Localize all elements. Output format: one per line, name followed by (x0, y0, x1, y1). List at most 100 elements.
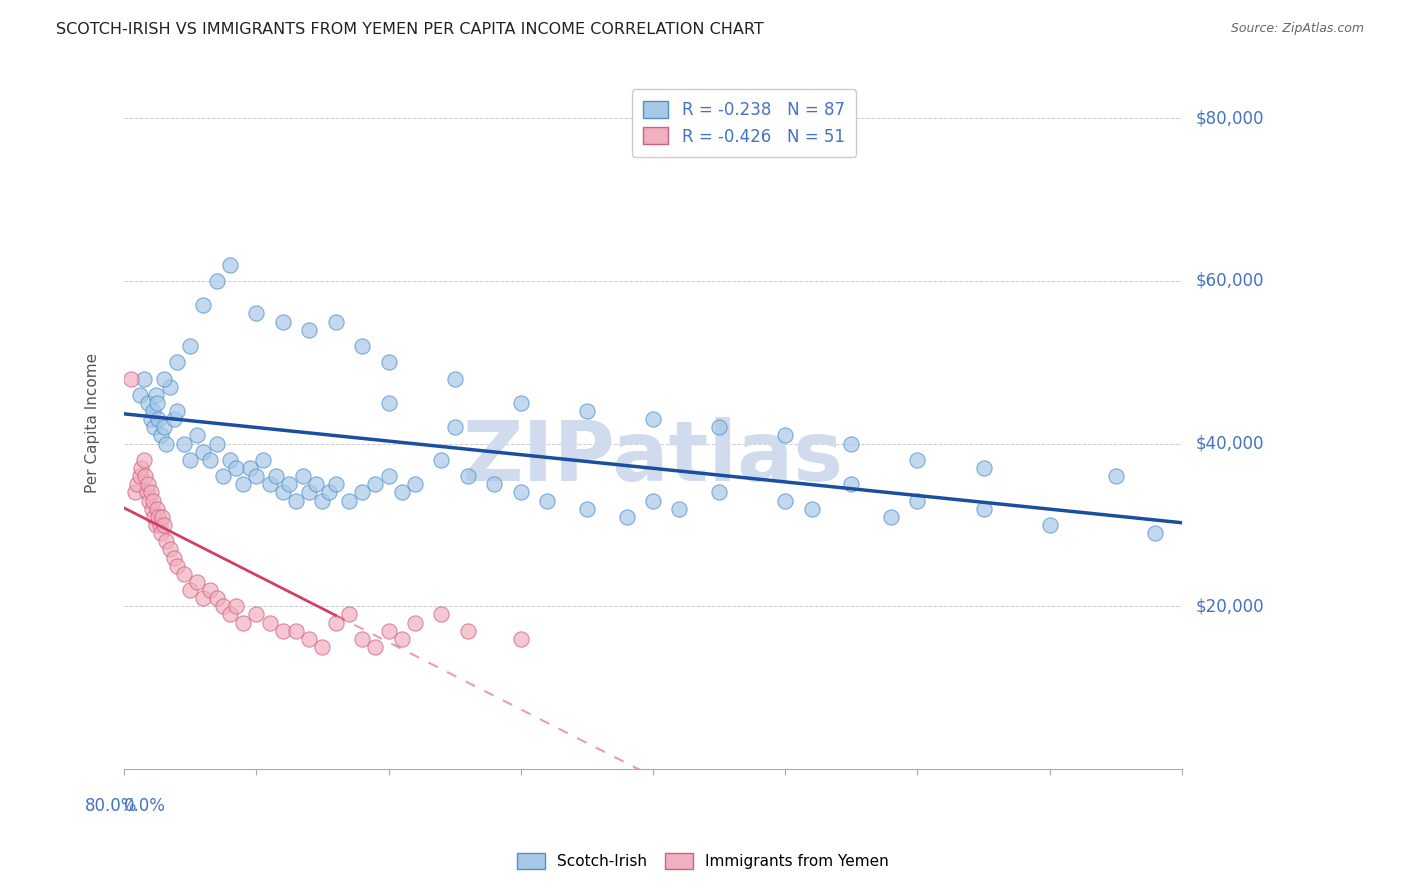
Point (155, 436, 177, 450)
Text: $60,000: $60,000 (1197, 272, 1264, 290)
Point (148, 412, 170, 426)
Point (352, 632, 374, 646)
Point (575, 404, 598, 418)
Point (218, 607, 240, 622)
Point (129, 469, 152, 483)
Point (245, 469, 267, 483)
Point (232, 615, 254, 630)
Point (166, 404, 188, 418)
Point (218, 258, 240, 272)
Point (352, 485, 374, 500)
Point (152, 518, 174, 533)
Point (136, 396, 159, 410)
Point (173, 566, 195, 581)
Point (179, 583, 201, 598)
Point (1039, 518, 1062, 533)
Point (239, 461, 262, 475)
Point (509, 485, 531, 500)
Point (377, 396, 399, 410)
Point (318, 485, 340, 500)
Point (325, 314, 347, 328)
Point (127, 477, 149, 491)
Point (138, 493, 160, 508)
Point (364, 477, 387, 491)
Point (271, 314, 294, 328)
Point (284, 493, 307, 508)
Point (143, 509, 166, 524)
Point (325, 477, 347, 491)
Point (443, 371, 465, 385)
Point (232, 477, 254, 491)
Text: 80.0%: 80.0% (84, 797, 138, 814)
Point (536, 493, 558, 508)
Point (430, 453, 453, 467)
Y-axis label: Per Capita Income: Per Capita Income (86, 353, 100, 493)
Point (509, 632, 531, 646)
Point (225, 461, 247, 475)
Point (271, 624, 294, 638)
Point (145, 518, 167, 533)
Point (163, 412, 186, 426)
Point (298, 323, 321, 337)
Point (173, 436, 195, 450)
Point (135, 485, 157, 500)
Point (120, 371, 142, 385)
Point (907, 453, 929, 467)
Point (311, 640, 333, 654)
Point (404, 477, 426, 491)
Point (136, 477, 159, 491)
Point (134, 469, 156, 483)
Point (159, 542, 181, 557)
Text: $80,000: $80,000 (1197, 109, 1264, 128)
Point (773, 493, 796, 508)
Point (155, 534, 177, 549)
Point (143, 420, 166, 434)
Point (212, 469, 235, 483)
Text: $40,000: $40,000 (1197, 434, 1264, 452)
Point (252, 453, 274, 467)
Point (146, 396, 169, 410)
Point (132, 371, 155, 385)
Point (907, 493, 929, 508)
Point (152, 509, 174, 524)
Text: $20,000: $20,000 (1197, 598, 1264, 615)
Point (179, 339, 201, 353)
Point (148, 509, 170, 524)
Point (352, 339, 374, 353)
Point (145, 388, 167, 402)
Point (259, 615, 281, 630)
Point (668, 501, 690, 516)
Point (139, 485, 162, 500)
Point (152, 420, 174, 434)
Point (150, 428, 173, 442)
Point (311, 493, 333, 508)
Point (129, 388, 152, 402)
Point (132, 453, 155, 467)
Point (773, 428, 796, 442)
Point (186, 428, 208, 442)
Point (278, 477, 301, 491)
Point (509, 396, 531, 410)
Point (1144, 526, 1167, 541)
Point (391, 485, 413, 500)
Point (484, 477, 506, 491)
Point (149, 518, 172, 533)
Point (212, 599, 235, 614)
Point (159, 379, 181, 393)
Point (800, 501, 823, 516)
Point (166, 558, 188, 573)
Point (193, 444, 215, 458)
Point (142, 493, 165, 508)
Point (205, 591, 228, 606)
Point (271, 485, 294, 500)
Point (391, 632, 413, 646)
Point (404, 615, 426, 630)
Point (205, 274, 228, 288)
Text: SCOTCH-IRISH VS IMMIGRANTS FROM YEMEN PER CAPITA INCOME CORRELATION CHART: SCOTCH-IRISH VS IMMIGRANTS FROM YEMEN PE… (56, 22, 763, 37)
Point (325, 615, 347, 630)
Point (218, 453, 240, 467)
Legend: Scotch-Irish, Immigrants from Yemen: Scotch-Irish, Immigrants from Yemen (512, 847, 894, 875)
Point (377, 624, 399, 638)
Point (186, 574, 208, 589)
Point (129, 461, 152, 475)
